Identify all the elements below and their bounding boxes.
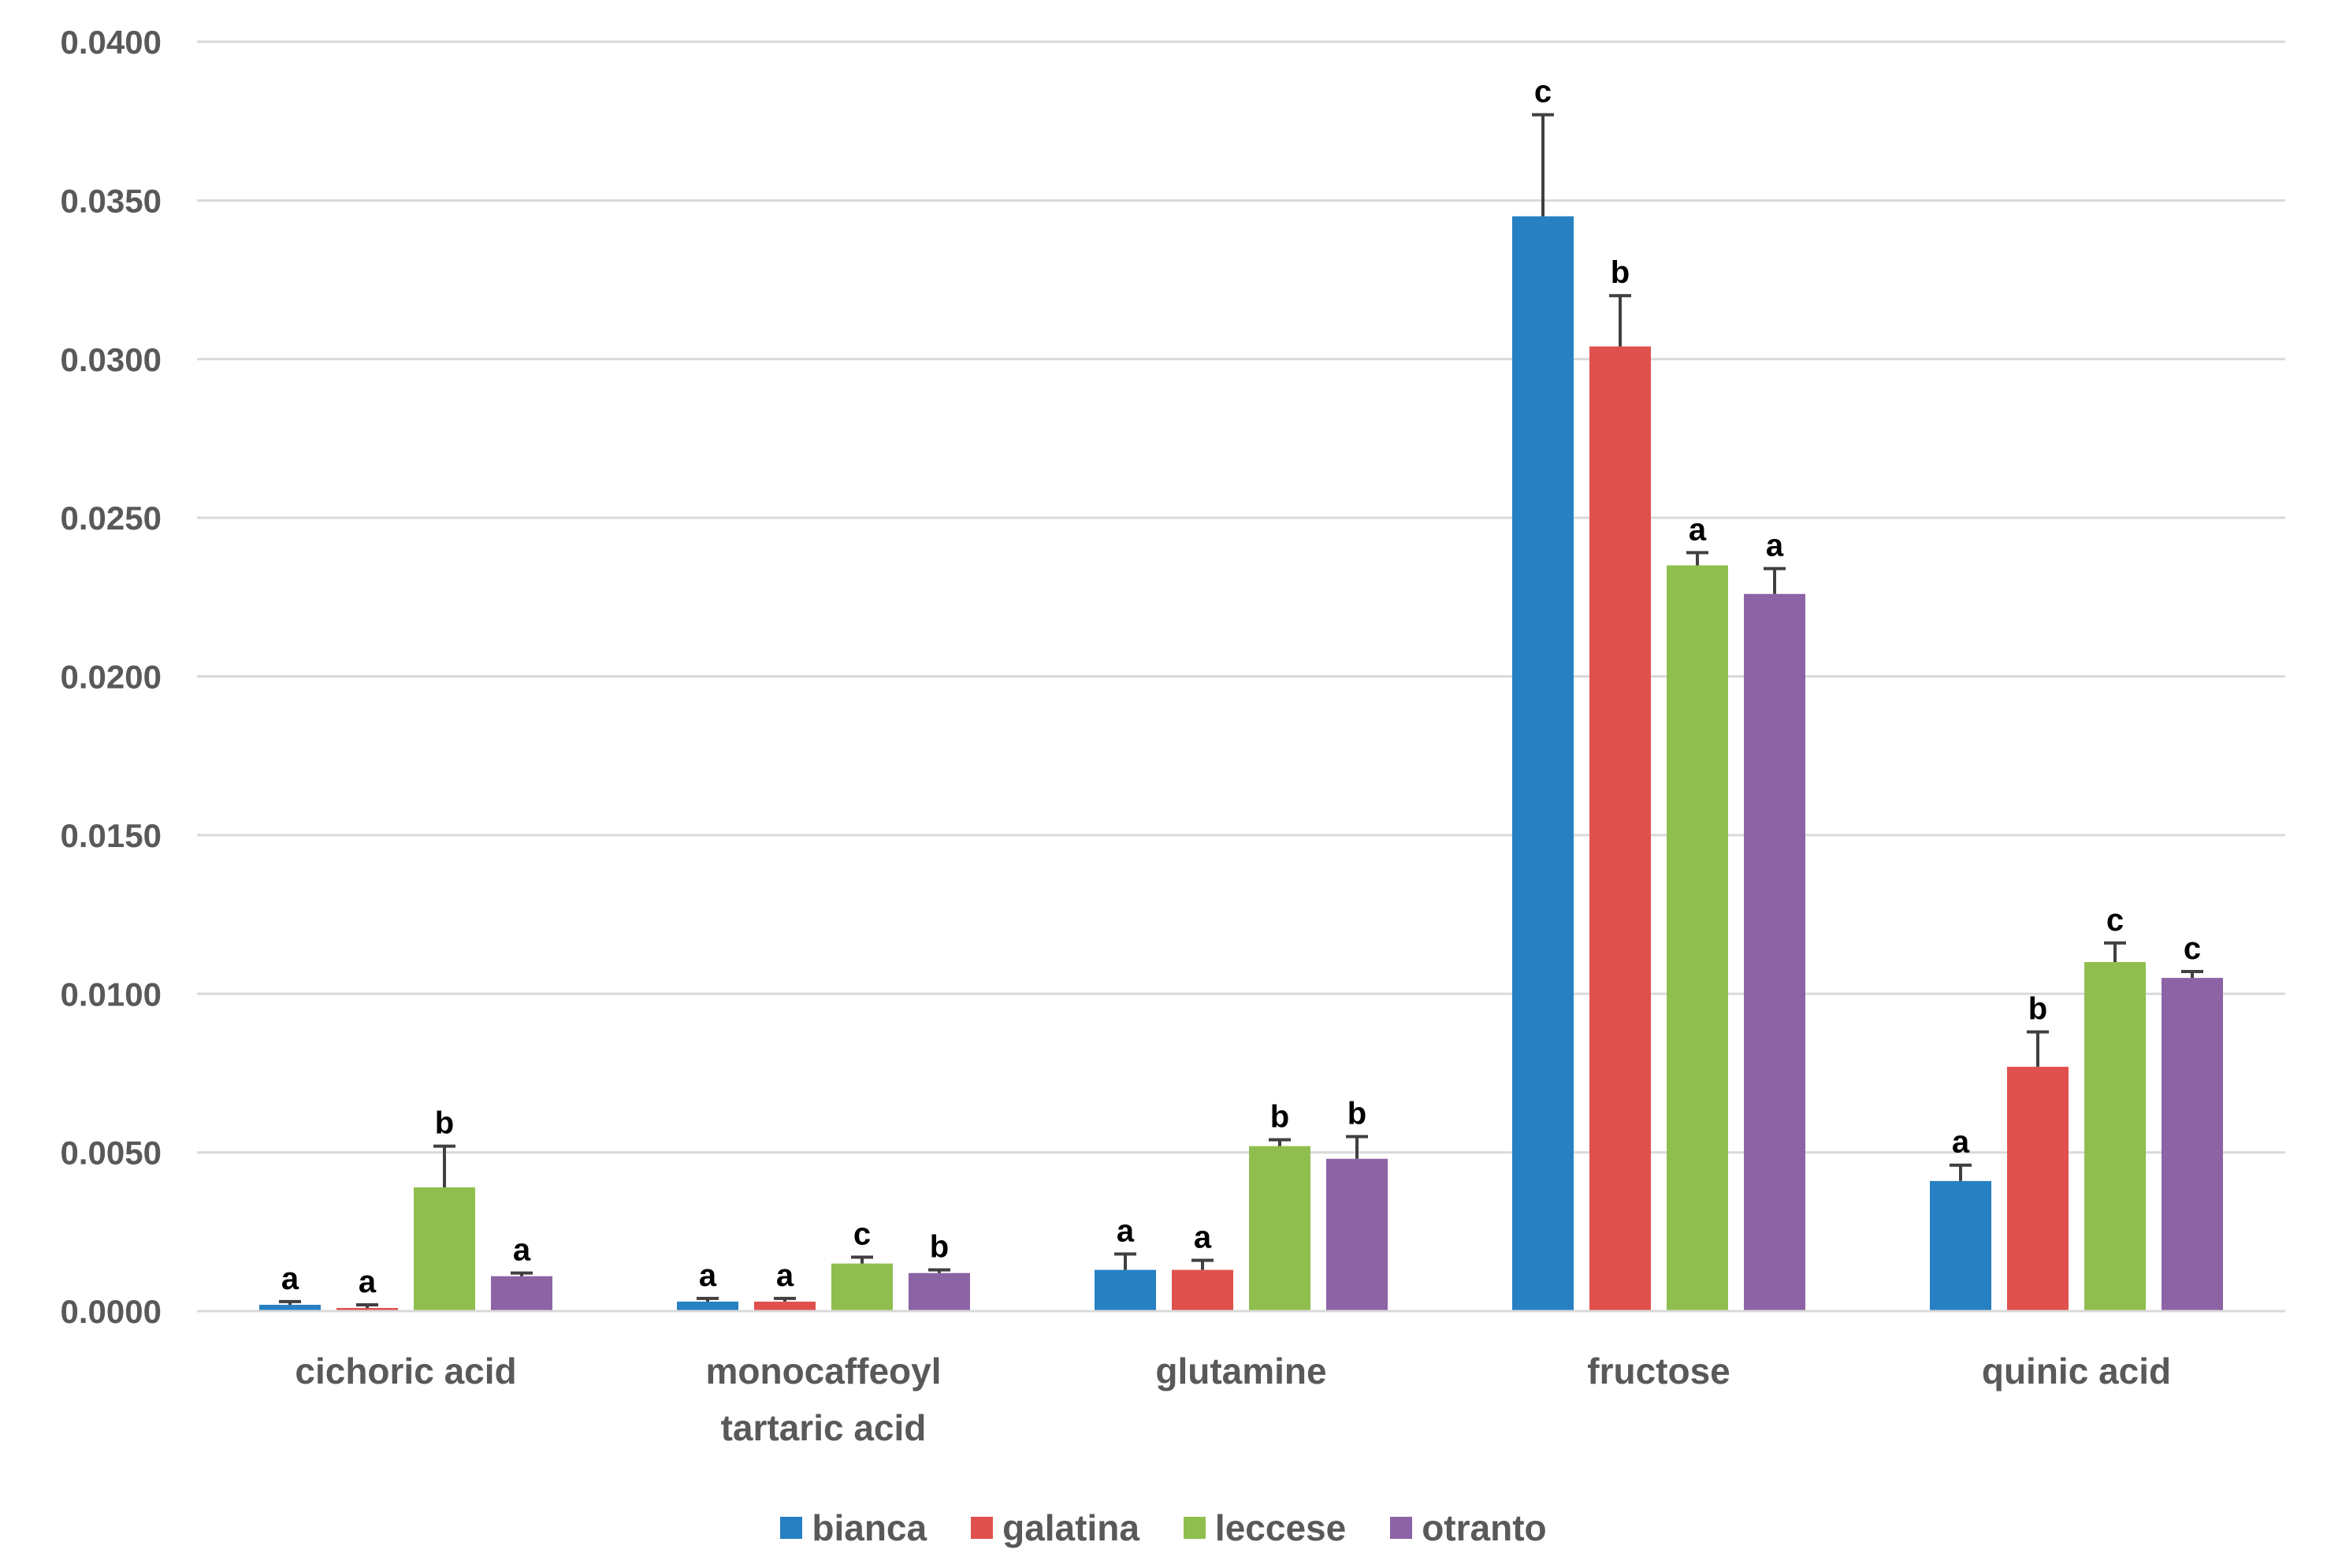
bar-bianca [677, 1301, 738, 1311]
y-tick-label: 0.0250 [61, 500, 162, 537]
bar-leccese [831, 1263, 893, 1311]
bar-galatina [1589, 346, 1651, 1311]
significance-letter: a [699, 1258, 717, 1293]
bar-bianca [1930, 1180, 1991, 1311]
bar-leccese [414, 1187, 475, 1311]
significance-letter: b [930, 1230, 949, 1265]
x-tick-label: tartaric acid [721, 1407, 927, 1448]
significance-letter: c [2184, 931, 2201, 966]
x-axis: cichoric acid monocaffeoyl tartaric acid gl… [197, 1310, 2285, 1448]
significance-letter: b [435, 1106, 454, 1141]
legend-item-leccese: leccese [1183, 1507, 1347, 1549]
bars: a a b a a a c b a a b b c b a a a b c c [259, 75, 2223, 1312]
significance-letter: b [1270, 1100, 1289, 1135]
bar-galatina [2007, 1066, 2069, 1311]
legend-label: otranto [1422, 1507, 1547, 1548]
y-axis: 0.0000 0.0050 0.0100 0.0150 0.0200 0.0250 0.03… [61, 24, 162, 1330]
x-tick-label: quinic acid [1982, 1351, 2171, 1392]
legend: bianca galatina leccese otranto [0, 1507, 2327, 1549]
y-tick-label: 0.0150 [61, 817, 162, 854]
x-tick-label: fructose [1587, 1351, 1730, 1392]
significance-letter: c [853, 1217, 871, 1252]
bar-otranto [491, 1276, 552, 1311]
significance-letter: c [2106, 903, 2124, 938]
bar-otranto [909, 1273, 970, 1311]
bar-bianca [1095, 1269, 1156, 1311]
x-tick-label: glutamine [1155, 1351, 1326, 1392]
significance-letter: a [281, 1261, 299, 1296]
bar-leccese [1249, 1146, 1310, 1311]
y-tick-label: 0.0100 [61, 975, 162, 1013]
significance-letter: a [1117, 1214, 1135, 1249]
bar-leccese [2084, 961, 2146, 1311]
bar-galatina [754, 1301, 816, 1311]
bar-galatina [336, 1307, 398, 1311]
legend-item-galatina: galatina [971, 1507, 1139, 1549]
significance-letter: c [1534, 75, 1552, 110]
bar-bianca [259, 1304, 321, 1311]
x-tick-label: cichoric acid [295, 1351, 516, 1392]
bar-otranto [2162, 978, 2223, 1311]
significance-letter: a [1766, 529, 1784, 563]
legend-swatch [971, 1517, 994, 1539]
legend-label: galatina [1002, 1507, 1139, 1548]
y-tick-label: 0.0050 [61, 1135, 162, 1172]
legend-item-otranto: otranto [1390, 1507, 1547, 1549]
significance-letter: a [1194, 1221, 1212, 1255]
legend-swatch [1390, 1517, 1413, 1539]
bar-otranto [1326, 1158, 1388, 1311]
bar-bianca [1512, 216, 1574, 1312]
gridlines [197, 40, 2285, 1154]
legend-label: leccese [1214, 1507, 1347, 1548]
legend-label: bianca [812, 1507, 927, 1548]
legend-item-bianca: bianca [780, 1507, 927, 1549]
significance-letter: a [513, 1233, 531, 1268]
y-tick-label: 0.0200 [61, 659, 162, 696]
significance-letter: a [776, 1258, 794, 1293]
legend-swatch [780, 1517, 803, 1539]
significance-letter: a [1689, 512, 1707, 547]
significance-letter: b [2028, 992, 2047, 1027]
y-tick-label: 0.0000 [61, 1293, 162, 1330]
y-tick-label: 0.0400 [61, 24, 162, 61]
significance-letter: a [359, 1265, 377, 1299]
bar-leccese [1667, 565, 1728, 1311]
significance-letter: b [1348, 1096, 1366, 1131]
legend-swatch [1183, 1517, 1206, 1539]
bar-otranto [1744, 593, 1805, 1311]
bar-galatina [1172, 1269, 1233, 1311]
y-tick-label: 0.0300 [61, 341, 162, 378]
x-tick-label: monocaffeoyl [705, 1351, 941, 1392]
significance-letter: a [1952, 1125, 1970, 1160]
y-tick-label: 0.0350 [61, 182, 162, 219]
significance-letter: b [1611, 255, 1630, 290]
